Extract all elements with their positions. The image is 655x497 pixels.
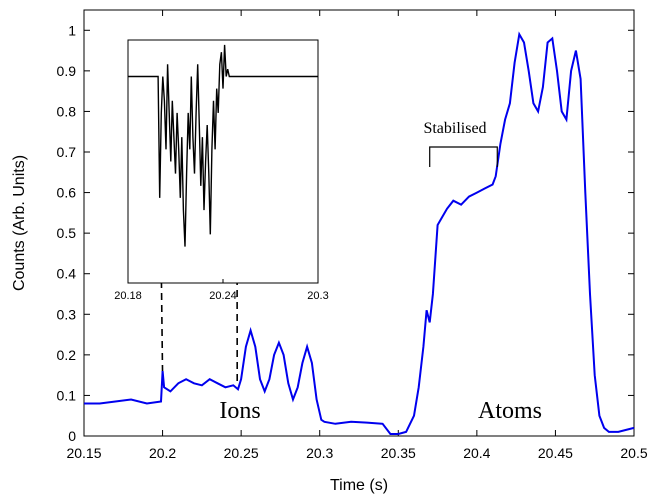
y-tick-label: 0 — [68, 428, 76, 444]
y-tick-label: 0.3 — [57, 306, 77, 322]
inset-connectors — [160, 169, 239, 386]
y-axis-title: Counts (Arb. Units) — [11, 155, 28, 291]
y-tick-label: 0.4 — [57, 266, 77, 282]
x-tick-label: 20.25 — [224, 445, 259, 461]
y-tick-label: 0.5 — [57, 225, 77, 241]
y-tick-label: 1 — [68, 22, 76, 38]
stabilised-label: Stabilised — [423, 120, 486, 137]
inset-x-tick-label: 20.24 — [209, 290, 237, 302]
atoms-label: Atoms — [478, 398, 542, 424]
y-tick-label: 0.7 — [57, 144, 77, 160]
y-tick-label: 0.2 — [57, 347, 77, 363]
y-axis: 0 0.1 0.2 0.3 0.4 0.5 0.6 0.7 0.8 0.9 1 — [57, 22, 634, 444]
series-line — [84, 31, 635, 435]
stabilised-bracket — [429, 146, 498, 167]
inset-series-line — [128, 44, 318, 247]
y-tick-label: 0.6 — [57, 185, 77, 201]
x-tick-label: 20.2 — [149, 445, 176, 461]
y-tick-label: 0.9 — [57, 63, 77, 79]
x-axis-title: Time (s) — [330, 477, 388, 494]
x-axis: 20.15 20.2 20.25 20.3 20.35 20.4 20.45 20.5 — [66, 10, 648, 461]
y-tick-label: 0.1 — [57, 387, 77, 403]
plot-area — [83, 9, 635, 437]
x-tick-label: 20.35 — [381, 445, 416, 461]
ions-label: Ions — [219, 398, 260, 424]
x-tick-label: 20.5 — [620, 445, 647, 461]
y-tick-label: 0.8 — [57, 103, 77, 119]
x-tick-label: 20.15 — [66, 445, 101, 461]
inset-x-tick-label: 20.3 — [307, 290, 328, 302]
inset-x-tick-label: 20.18 — [114, 290, 142, 302]
x-tick-label: 20.3 — [306, 445, 333, 461]
connector-left — [160, 244, 164, 376]
x-tick-label: 20.4 — [463, 445, 490, 461]
inset-x-axis: 20.18 20.24 20.3 — [114, 279, 329, 302]
x-tick-label: 20.45 — [538, 445, 573, 461]
